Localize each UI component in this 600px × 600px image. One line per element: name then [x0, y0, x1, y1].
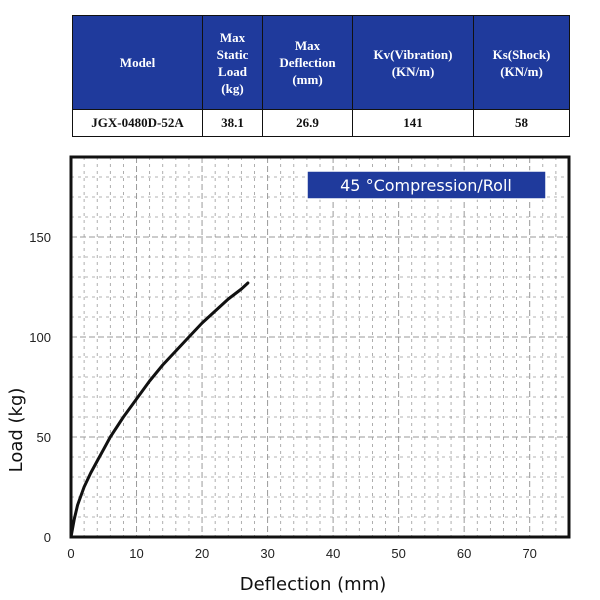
header-max-deflection: Max Deflection (mm): [262, 15, 353, 110]
grid-layer: [71, 157, 569, 537]
series-layer: [69, 281, 250, 539]
header-defl-line-2: Deflection: [279, 55, 336, 70]
spec-table-row: JGX-0480D-52A 38.1 26.9 141 58: [72, 109, 570, 137]
load-deflection-chart: 0 10 20 30 40 50 60 70 0 50 100 150 45 °Compression…: [6, 155, 571, 595]
header-ks-line-1: Ks(Shock): [492, 46, 551, 62]
legend-box: 45 °Compression/Roll: [306, 170, 547, 200]
header-kv-line-2: (KN/m): [391, 63, 435, 79]
tick-layer: 0 10 20 30 40 50 60 70 0 50 100 150: [29, 230, 537, 561]
x-tick-label: 50: [391, 546, 405, 561]
x-axis-title: Deflection (mm): [240, 574, 387, 595]
header-kv-line-1: Kv(Vibration): [373, 46, 453, 62]
header-load-line-1: Max: [219, 29, 246, 45]
y-tick-label: 150: [29, 230, 51, 245]
header-model-line: Model: [119, 55, 156, 70]
series-line: [69, 281, 250, 539]
cell-kv: 141: [352, 109, 474, 137]
x-tick-label: 40: [326, 546, 340, 561]
cell-model: JGX-0480D-52A: [72, 109, 203, 137]
x-tick-label: 10: [129, 546, 143, 561]
legend-background: [306, 170, 547, 200]
x-tick-label: 20: [195, 546, 209, 561]
plot-frame: [69, 155, 571, 539]
legend-label: 45 °Compression/Roll: [340, 176, 512, 195]
cell-max-deflection: 26.9: [262, 109, 353, 137]
x-tick-label: 60: [457, 546, 471, 561]
y-tick-label: 100: [29, 330, 51, 345]
x-tick-label: 0: [67, 546, 74, 561]
y-axis-title: Load (kg): [6, 388, 27, 473]
header-model: Model: [72, 15, 203, 110]
header-defl-line-1: Max: [294, 38, 321, 53]
header-load-line-4: (kg): [221, 80, 244, 96]
header-ks-line-2: (KN/m): [500, 63, 543, 79]
header-max-static-load: Max Static Load (kg): [202, 15, 263, 110]
y-tick-label: 0: [44, 530, 51, 545]
header-ks-shock: Ks(Shock) (KN/m): [473, 15, 570, 110]
header-load-line-3: Load: [218, 63, 247, 79]
y-tick-label: 50: [37, 430, 51, 445]
x-tick-label: 70: [522, 546, 536, 561]
spec-table-header-row: Model Max Static Load (kg) Max Deflectio…: [72, 15, 570, 110]
cell-max-static-load: 38.1: [202, 109, 263, 137]
header-kv-vibration: Kv(Vibration) (KN/m): [352, 15, 474, 110]
spec-table: Model Max Static Load (kg) Max Deflectio…: [72, 15, 570, 137]
header-defl-line-3: (mm): [292, 72, 323, 87]
x-tick-label: 30: [260, 546, 274, 561]
cell-ks: 58: [473, 109, 570, 137]
header-load-line-2: Static: [216, 46, 249, 62]
